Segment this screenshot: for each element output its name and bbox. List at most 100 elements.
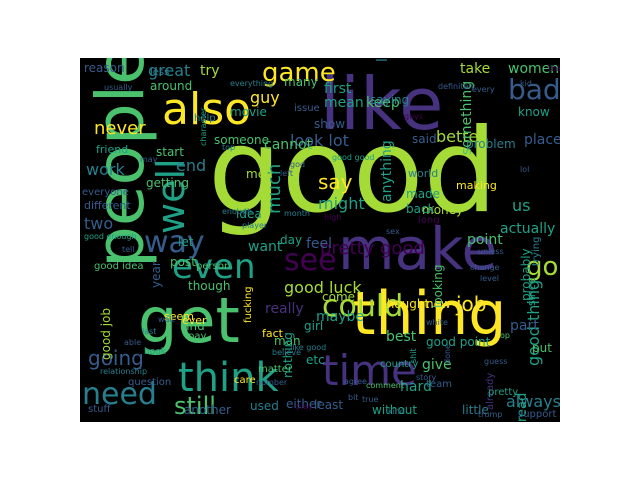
- word-support: support: [518, 409, 557, 420]
- word-could: could: [322, 289, 404, 324]
- word-question: question: [128, 377, 172, 388]
- word-enough: enough: [222, 207, 253, 216]
- word-new: new: [426, 297, 451, 311]
- word-someone: someone: [214, 133, 269, 147]
- word-make: make: [338, 215, 498, 283]
- word-anything: anything: [379, 140, 395, 202]
- word-idea: idea: [236, 207, 262, 221]
- word-like: like: [320, 62, 444, 146]
- word-going: going: [88, 346, 144, 370]
- word-every: every: [472, 85, 495, 94]
- word-come: come: [322, 290, 356, 304]
- word-number: number: [256, 378, 288, 387]
- word-think: think: [178, 355, 279, 401]
- word-player: player: [242, 221, 268, 230]
- word-high: high: [324, 213, 342, 222]
- word-bad: bad: [508, 73, 560, 106]
- word-good-good: good good: [332, 153, 375, 162]
- word-trying: trying: [531, 236, 542, 266]
- word-looking: looking: [431, 264, 445, 308]
- word-actually: actually: [500, 221, 556, 237]
- word-another: another: [184, 403, 231, 417]
- word-life: life: [375, 58, 391, 62]
- word-top: top: [222, 143, 236, 152]
- word-problem: problem: [466, 137, 516, 151]
- word-used: used: [250, 399, 279, 413]
- word-true: true: [362, 395, 379, 404]
- word-movie: movie: [230, 105, 267, 119]
- word-get: get: [138, 284, 240, 357]
- word-long: long: [418, 215, 440, 226]
- word-hard: hard: [400, 379, 432, 395]
- word-seem: seem: [164, 310, 194, 323]
- word-let: let: [178, 235, 194, 249]
- word-sex: sex: [386, 227, 400, 236]
- word-fucking: fucking: [243, 286, 254, 323]
- word-best: best: [386, 329, 417, 345]
- word-maybe: maybe: [316, 309, 365, 325]
- word-making: making: [456, 179, 497, 192]
- word-book: book: [144, 347, 166, 357]
- word-say: say: [318, 170, 353, 194]
- word-still: still: [174, 392, 216, 420]
- word-trump: trump: [478, 410, 503, 419]
- word-way: way: [144, 225, 205, 260]
- word-team: team: [426, 379, 452, 390]
- word-two: two: [84, 214, 114, 233]
- word-part: part: [510, 318, 539, 334]
- word-kid: kid: [520, 79, 532, 88]
- word-look-lot: look lot: [290, 131, 349, 150]
- word-end: end: [176, 156, 207, 175]
- word-last: last: [142, 327, 157, 336]
- word-tell: tell: [122, 245, 135, 254]
- word-see: see: [284, 243, 337, 278]
- word-kind: kind: [388, 407, 406, 416]
- word-post: post: [170, 255, 196, 269]
- word-believe: believe: [272, 348, 302, 357]
- word-getting: getting: [146, 176, 189, 190]
- word-money: money: [422, 203, 464, 217]
- word-good-job: good job: [99, 307, 113, 360]
- word-lol: lol: [520, 165, 530, 174]
- word-pretty-good: pretty good: [320, 238, 425, 259]
- word-cannot: cannot: [264, 137, 313, 153]
- word-god: god: [290, 160, 306, 169]
- word-never: never: [94, 118, 146, 139]
- word-know: know: [518, 105, 550, 119]
- word-able: able: [124, 338, 142, 347]
- word-ever: ever: [182, 314, 207, 327]
- word-least: least: [314, 398, 344, 412]
- word-us: us: [512, 196, 531, 215]
- word-comment: comment: [366, 381, 405, 390]
- word-cloud: good like people get thing make think ti…: [80, 58, 560, 422]
- word-guys: guys: [404, 112, 424, 121]
- word-work: work: [86, 160, 125, 179]
- word-everything: everything: [230, 79, 274, 88]
- word-guy: guy: [250, 88, 280, 107]
- word-op: op: [500, 331, 510, 340]
- word-without: without: [372, 403, 418, 417]
- word-mean: mean: [324, 95, 364, 111]
- word-play: play: [296, 402, 313, 411]
- word-either: either: [286, 397, 322, 411]
- word-take: take: [460, 61, 491, 77]
- word-good-enough: good enough: [84, 232, 137, 241]
- word-give: give: [422, 357, 452, 373]
- word-women: women: [508, 61, 560, 77]
- word-definitely: definitely: [438, 82, 476, 91]
- word-try: try: [200, 63, 220, 79]
- word-job: job: [456, 292, 487, 316]
- word-person: person: [196, 261, 231, 272]
- word-character: character: [199, 107, 208, 146]
- word-said: said: [412, 132, 437, 146]
- word-back: back: [406, 202, 435, 216]
- word-stuff: stuff: [88, 404, 111, 415]
- word-shit: shit: [409, 348, 418, 363]
- word-good: good: [208, 104, 498, 239]
- word-though: though: [188, 279, 231, 293]
- word-left: left: [280, 169, 293, 178]
- word-first: first: [324, 81, 352, 97]
- word-relationship: relationship: [100, 367, 148, 376]
- word-place: place: [524, 132, 560, 148]
- word-thing: thing: [352, 279, 507, 349]
